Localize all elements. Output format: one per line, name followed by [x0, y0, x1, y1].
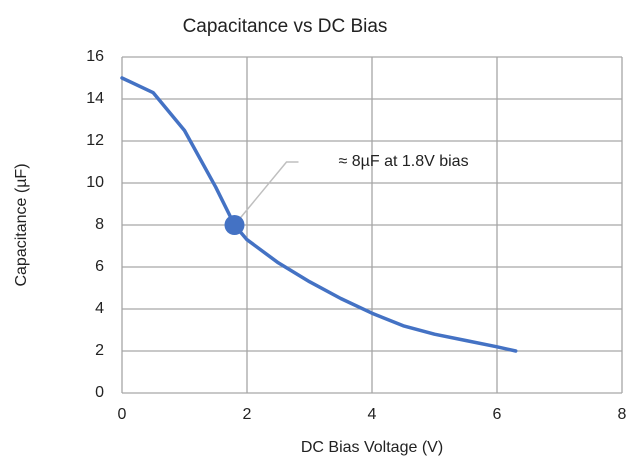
- y-tick-label: 10: [86, 174, 104, 191]
- y-tick-label: 8: [95, 216, 104, 233]
- y-tick-label: 6: [95, 258, 104, 275]
- highlight-point: [224, 215, 245, 235]
- annotation-text: ≈ 8µF at 1.8V bias: [339, 153, 469, 170]
- y-tick-label: 0: [95, 384, 104, 401]
- data-line: [120, 76, 518, 353]
- x-tick-label: 0: [118, 406, 127, 423]
- y-tick-label: 2: [95, 342, 104, 359]
- y-tick-label: 4: [95, 300, 104, 317]
- y-tick-label: 16: [86, 48, 104, 65]
- y-axis-label: Capacitance (µF): [13, 163, 30, 286]
- chart-title: Capacitance vs DC Bias: [183, 16, 388, 37]
- x-axis-label: DC Bias Voltage (V): [301, 439, 443, 456]
- x-tick-label: 4: [368, 406, 377, 423]
- x-tick-label: 8: [618, 406, 627, 423]
- y-tick-label: 14: [86, 90, 104, 107]
- x-tick-label: 6: [493, 406, 502, 423]
- y-tick-label: 12: [86, 132, 104, 149]
- annotation-leader: [233, 161, 299, 226]
- x-tick-label: 2: [243, 406, 252, 423]
